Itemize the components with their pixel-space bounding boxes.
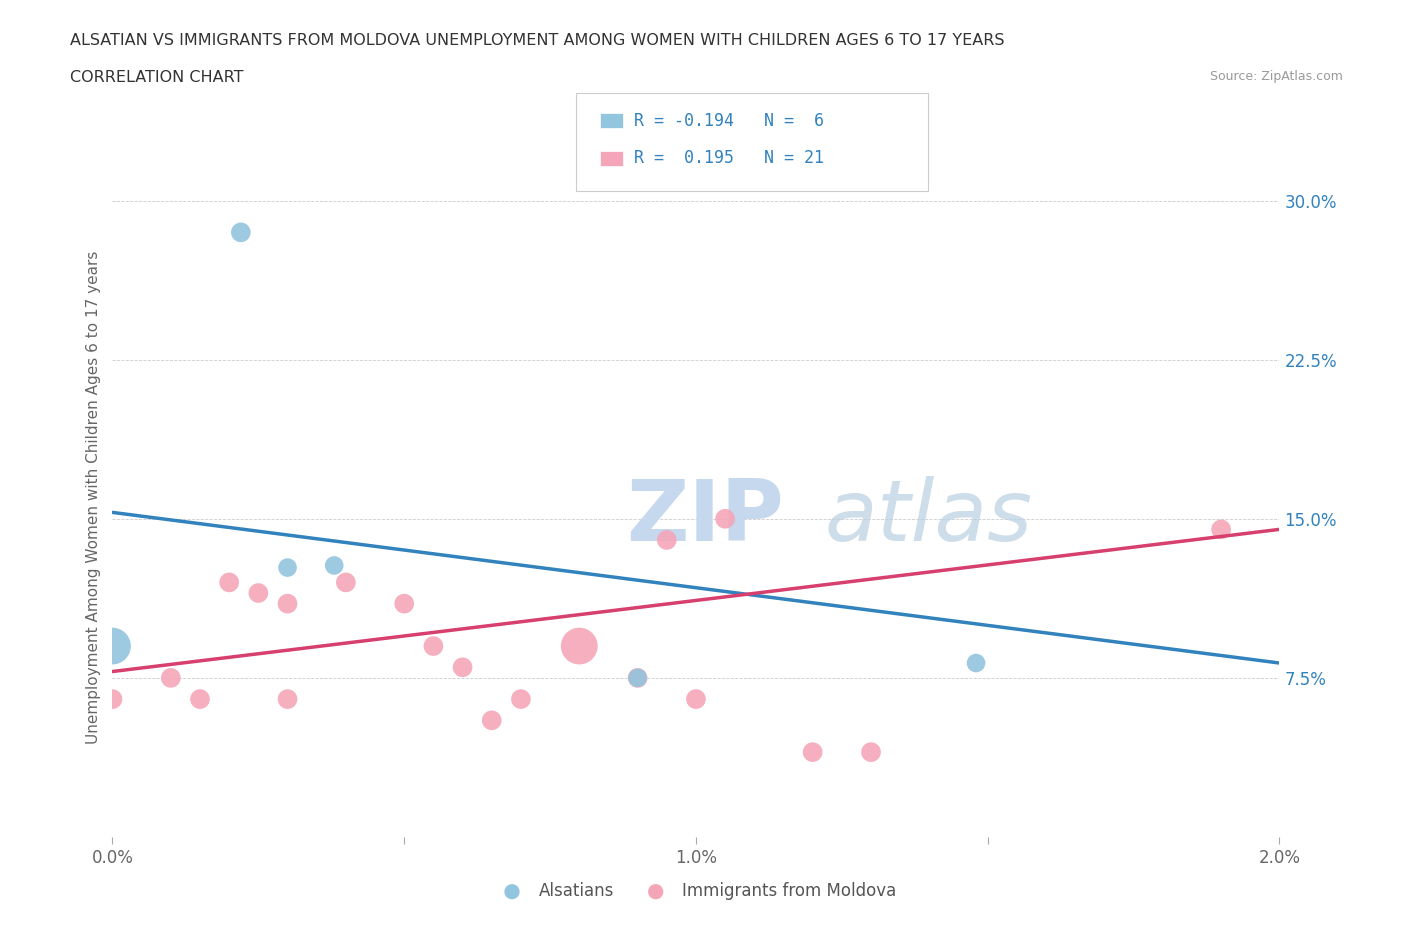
Point bbox=[451, 660, 474, 675]
Point bbox=[859, 745, 883, 760]
Point bbox=[568, 639, 591, 654]
Point bbox=[276, 692, 298, 707]
Legend: Alsatians, Immigrants from Moldova: Alsatians, Immigrants from Moldova bbox=[489, 875, 903, 907]
Point bbox=[160, 671, 183, 685]
Point bbox=[101, 639, 124, 654]
Point bbox=[218, 575, 240, 590]
Point bbox=[335, 575, 357, 590]
Text: ALSATIAN VS IMMIGRANTS FROM MOLDOVA UNEMPLOYMENT AMONG WOMEN WITH CHILDREN AGES : ALSATIAN VS IMMIGRANTS FROM MOLDOVA UNEM… bbox=[70, 33, 1005, 47]
Point bbox=[392, 596, 416, 611]
Text: R = -0.194   N =  6: R = -0.194 N = 6 bbox=[634, 112, 824, 130]
Point bbox=[276, 596, 298, 611]
Text: ZIP: ZIP bbox=[626, 476, 783, 560]
Point bbox=[276, 560, 298, 575]
Y-axis label: Unemployment Among Women with Children Ages 6 to 17 years: Unemployment Among Women with Children A… bbox=[86, 251, 101, 744]
Point bbox=[626, 671, 648, 685]
Point bbox=[188, 692, 211, 707]
Point bbox=[626, 671, 648, 685]
Point bbox=[655, 533, 678, 548]
Text: atlas: atlas bbox=[824, 476, 1032, 560]
Point bbox=[1209, 522, 1232, 537]
Point bbox=[229, 225, 252, 240]
Point bbox=[422, 639, 444, 654]
Text: CORRELATION CHART: CORRELATION CHART bbox=[70, 70, 243, 85]
Point bbox=[509, 692, 531, 707]
Text: Source: ZipAtlas.com: Source: ZipAtlas.com bbox=[1209, 70, 1343, 83]
Point bbox=[801, 745, 824, 760]
Point bbox=[247, 586, 270, 601]
Point bbox=[481, 713, 503, 728]
Point bbox=[965, 656, 987, 671]
Point bbox=[714, 512, 737, 526]
Point bbox=[685, 692, 707, 707]
Point bbox=[101, 692, 124, 707]
Point bbox=[323, 558, 346, 573]
Text: R =  0.195   N = 21: R = 0.195 N = 21 bbox=[634, 149, 824, 167]
